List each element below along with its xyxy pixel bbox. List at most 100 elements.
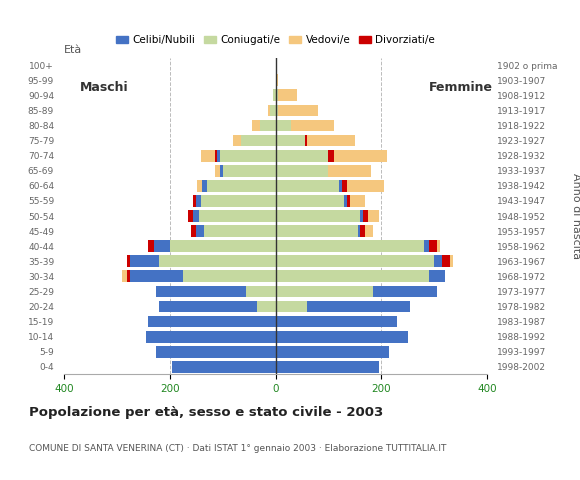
Bar bbox=[199, 210, 276, 222]
Bar bbox=[246, 286, 276, 297]
Bar bbox=[188, 210, 194, 222]
Bar bbox=[215, 150, 218, 162]
Bar bbox=[434, 255, 442, 267]
Bar bbox=[347, 180, 384, 192]
Y-axis label: Anno di nascita: Anno di nascita bbox=[571, 173, 580, 259]
Bar bbox=[328, 150, 334, 162]
Bar bbox=[276, 89, 278, 101]
Bar bbox=[429, 240, 437, 252]
Bar bbox=[201, 195, 276, 207]
Bar bbox=[276, 316, 397, 327]
Bar bbox=[437, 240, 440, 252]
Bar bbox=[276, 120, 291, 132]
Text: Femmine: Femmine bbox=[429, 81, 493, 94]
Bar bbox=[157, 286, 246, 297]
Bar bbox=[276, 180, 339, 192]
Bar bbox=[194, 195, 196, 207]
Bar bbox=[159, 255, 276, 267]
Bar bbox=[146, 331, 276, 343]
Bar bbox=[304, 135, 307, 146]
Text: COMUNE DI SANTA VENERINA (CT) · Dati ISTAT 1° gennaio 2003 · Elaborazione TUTTIT: COMUNE DI SANTA VENERINA (CT) · Dati IST… bbox=[29, 444, 447, 453]
Bar bbox=[157, 346, 276, 358]
Bar bbox=[196, 225, 204, 237]
Bar bbox=[130, 270, 183, 282]
Bar bbox=[183, 270, 276, 282]
Bar bbox=[128, 255, 130, 267]
Bar bbox=[276, 105, 278, 116]
Bar bbox=[374, 286, 437, 297]
Bar bbox=[276, 255, 434, 267]
Bar bbox=[276, 195, 345, 207]
Bar bbox=[276, 270, 429, 282]
Bar bbox=[122, 270, 128, 282]
Bar bbox=[273, 89, 275, 101]
Bar bbox=[429, 270, 445, 282]
Bar bbox=[169, 240, 276, 252]
Bar bbox=[368, 210, 379, 222]
Bar bbox=[252, 120, 260, 132]
Bar bbox=[148, 240, 154, 252]
Bar bbox=[215, 165, 220, 177]
Bar bbox=[276, 135, 304, 146]
Bar bbox=[191, 225, 196, 237]
Bar bbox=[202, 180, 206, 192]
Bar bbox=[347, 195, 350, 207]
Bar bbox=[450, 255, 453, 267]
Bar bbox=[130, 255, 159, 267]
Bar bbox=[276, 150, 328, 162]
Bar bbox=[194, 210, 199, 222]
Bar bbox=[291, 120, 334, 132]
Bar bbox=[206, 180, 276, 192]
Bar bbox=[360, 225, 365, 237]
Bar bbox=[223, 165, 276, 177]
Bar bbox=[260, 120, 276, 132]
Bar bbox=[201, 150, 215, 162]
Bar bbox=[345, 195, 347, 207]
Bar bbox=[278, 105, 318, 116]
Bar bbox=[276, 210, 360, 222]
Bar bbox=[442, 255, 450, 267]
Bar bbox=[276, 225, 357, 237]
Bar bbox=[204, 225, 276, 237]
Bar bbox=[154, 240, 169, 252]
Legend: Celibi/Nubili, Coniugati/e, Vedovi/e, Divorziati/e: Celibi/Nubili, Coniugati/e, Vedovi/e, Di… bbox=[112, 31, 439, 49]
Bar bbox=[218, 150, 220, 162]
Bar bbox=[339, 180, 342, 192]
Bar bbox=[276, 331, 408, 343]
Bar bbox=[159, 300, 257, 312]
Bar bbox=[334, 150, 387, 162]
Bar bbox=[172, 361, 276, 373]
Text: Maschi: Maschi bbox=[79, 81, 128, 94]
Bar bbox=[276, 346, 389, 358]
Bar bbox=[128, 270, 130, 282]
Bar bbox=[328, 165, 371, 177]
Text: Età: Età bbox=[64, 45, 82, 55]
Bar bbox=[270, 105, 276, 116]
Bar bbox=[276, 165, 328, 177]
Bar bbox=[276, 361, 379, 373]
Bar bbox=[276, 240, 423, 252]
Bar bbox=[197, 180, 202, 192]
Bar bbox=[423, 240, 429, 252]
Bar bbox=[357, 225, 360, 237]
Bar bbox=[276, 74, 278, 86]
Bar bbox=[276, 286, 374, 297]
Bar bbox=[363, 210, 368, 222]
Bar bbox=[220, 165, 223, 177]
Bar bbox=[267, 105, 270, 116]
Bar bbox=[241, 135, 276, 146]
Bar bbox=[365, 225, 374, 237]
Bar bbox=[148, 316, 276, 327]
Bar bbox=[220, 150, 276, 162]
Bar bbox=[350, 195, 365, 207]
Bar bbox=[342, 180, 347, 192]
Text: Popolazione per età, sesso e stato civile - 2003: Popolazione per età, sesso e stato civil… bbox=[29, 406, 383, 419]
Bar bbox=[278, 89, 297, 101]
Bar bbox=[307, 135, 355, 146]
Bar bbox=[233, 135, 241, 146]
Bar bbox=[360, 210, 363, 222]
Bar bbox=[257, 300, 276, 312]
Bar bbox=[196, 195, 201, 207]
Bar bbox=[307, 300, 411, 312]
Bar bbox=[276, 300, 307, 312]
